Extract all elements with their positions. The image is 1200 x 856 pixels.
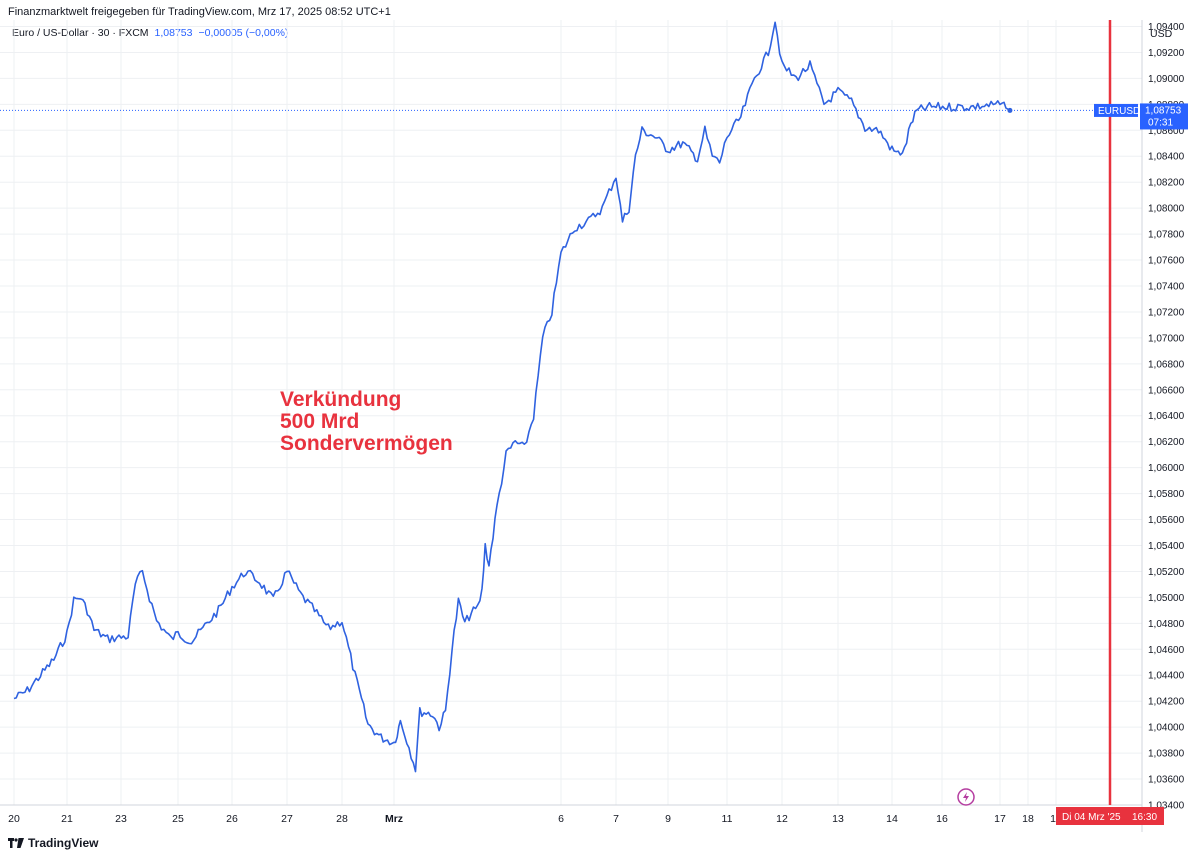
x-tick-label: 12 [776,813,788,825]
price-tag-ticker: EURUSD [1098,106,1140,117]
x-tick-label: 27 [281,813,293,825]
brand-label: TradingView [28,836,99,850]
crosshair-time-box [1056,807,1164,825]
y-tick-label: 1,06000 [1148,463,1185,474]
y-tick-label: 1,05200 [1148,567,1185,578]
x-tick-label: 6 [558,813,564,825]
y-tick-label: 1,08400 [1148,152,1185,163]
y-tick-label: 1,03600 [1148,775,1185,786]
y-tick-label: 1,03800 [1148,749,1185,760]
x-tick-label: 18 [1022,813,1034,825]
y-tick-label: 1,04600 [1148,645,1185,656]
price-tag-countdown: 07:31 [1148,117,1173,128]
crosshair-time-label: Di 04 Mrz '25 16:30 [1056,807,1164,825]
price-tag-ticker-box [1094,103,1138,117]
x-tick-label: Mrz [385,813,403,825]
symbol-title: Euro / US-Dollar · 30 · FXCM [12,27,149,39]
annotation-line-3: Sondervermögen [280,432,453,455]
y-tick-label: 1,06400 [1148,411,1185,422]
y-tick-label: 1,04200 [1148,697,1185,708]
lightning-icon[interactable] [957,788,975,806]
x-tick-label: 17 [994,813,1006,825]
x-tick-label: 23 [115,813,127,825]
y-tick-label: 1,08600 [1148,126,1185,137]
crosshair-time: 16:30 [1132,812,1157,823]
y-tick-label: 1,09400 [1148,22,1185,33]
y-tick-label: 1,05000 [1148,593,1185,604]
price-tag-value: 1,08753 [1145,105,1182,116]
y-tick-label: 1,07200 [1148,307,1185,318]
export-note: Finanzmarktwelt freigegeben für TradingV… [8,6,391,18]
y-tick-label: 1,09200 [1148,48,1185,59]
time-axis: 20212325262728Mrz679111213141617181920 [8,813,1116,825]
y-tick-label: 1,05800 [1148,489,1185,500]
x-tick-label: 20 [8,813,20,825]
annotation-line-2: 500 Mrd [280,410,359,433]
y-tick-label: 1,04800 [1148,619,1185,630]
change-value: −0,00005 (−0,00%) [198,27,289,39]
x-tick-label: 9 [665,813,671,825]
y-tick-label: 1,07000 [1148,333,1185,344]
currency-label[interactable]: USD [1150,28,1173,40]
x-tick-label: 7 [613,813,619,825]
y-tick-label: 1,05600 [1148,515,1185,526]
tradingview-logo[interactable]: TradingView [8,836,98,850]
y-tick-label: 1,09000 [1148,74,1185,85]
x-tick-label: 11 [722,813,733,825]
y-tick-label: 1,08000 [1148,204,1185,215]
x-tick-label: 16 [936,813,948,825]
y-tick-label: 1,07600 [1148,256,1185,267]
y-tick-label: 1,08200 [1148,178,1185,189]
crosshair-date: Di 04 Mrz '25 [1062,812,1121,823]
x-tick-label: 26 [226,813,238,825]
tradingview-logo-icon [8,838,24,848]
y-tick-label: 1,06800 [1148,359,1185,370]
y-tick-label: 1,06600 [1148,385,1185,396]
price-tag: EURUSD 1,08753 07:31 [1094,103,1188,130]
y-tick-label: 1,03400 [1148,801,1185,812]
y-tick-label: 1,05400 [1148,541,1185,552]
price-tag-value-box [1140,103,1188,130]
x-tick-label: 28 [336,813,348,825]
x-tick-label: 21 [61,813,73,825]
price-axis: 1,03400 1,03600 1,03800 1,04000 1,04200 1,044… [1148,22,1185,812]
x-tick-label: 25 [172,813,184,825]
y-tick-label: 1,04400 [1148,671,1185,682]
y-tick-label: 1,04000 [1148,723,1185,734]
y-tick-label: 1,06200 [1148,437,1185,448]
eurusd-price-line [13,21,1011,773]
symbol-legend[interactable]: Euro / US-Dollar · 30 · FXCM 1,08753 −0,00… [12,27,288,39]
last-price-marker [1007,107,1013,113]
last-value: 1,08753 [154,27,193,39]
annotation-line-1: Verkündung [280,388,401,411]
y-tick-label: 1,07400 [1148,281,1185,292]
y-tick-label: 1,07800 [1148,230,1185,241]
x-tick-label: 14 [886,813,898,825]
chart-grid [0,20,1142,806]
x-tick-label: 13 [832,813,844,825]
